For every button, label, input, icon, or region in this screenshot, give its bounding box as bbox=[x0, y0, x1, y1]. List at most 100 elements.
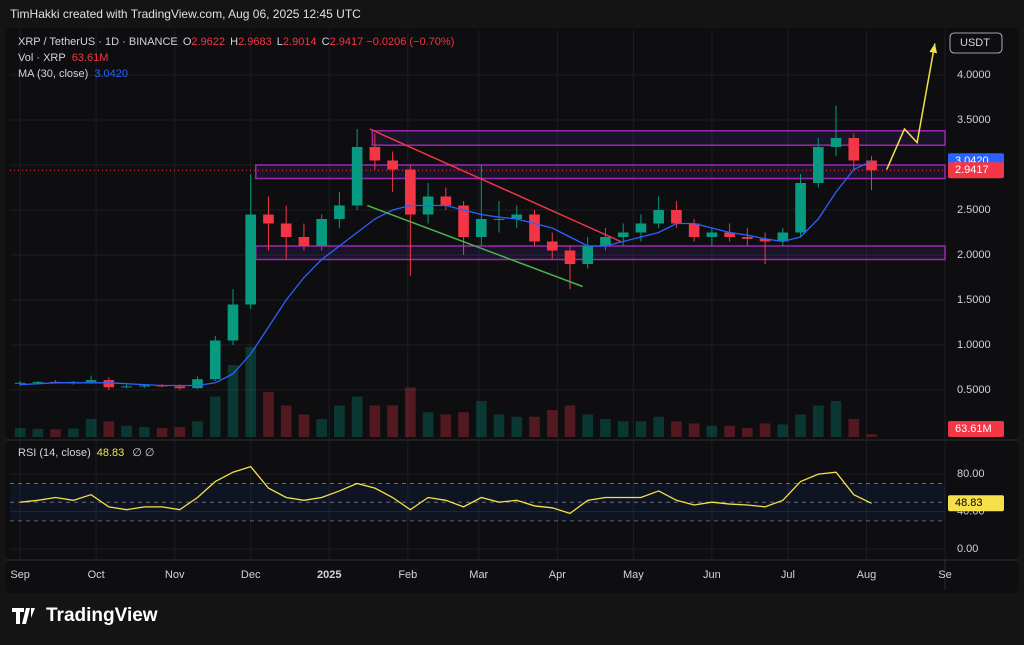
volume-bar bbox=[192, 421, 203, 437]
volume-bar bbox=[582, 414, 594, 437]
brand: TradingView bbox=[46, 605, 158, 626]
ma-line bbox=[20, 160, 872, 387]
symbol-title: XRP / TetherUS · 1D · BINANCE bbox=[18, 36, 178, 48]
candle-body bbox=[600, 237, 611, 246]
volume-bar bbox=[174, 427, 186, 437]
trendline bbox=[369, 128, 621, 243]
volume-bar bbox=[511, 416, 523, 437]
y-tick-label: 2.0000 bbox=[957, 249, 991, 261]
volume-bar bbox=[32, 428, 44, 437]
rsi-tick-label: 40.00 bbox=[957, 505, 985, 517]
zone bbox=[371, 130, 946, 146]
volume-bar bbox=[50, 429, 61, 437]
candle-body bbox=[458, 205, 469, 237]
candle-body bbox=[334, 205, 345, 219]
rsi-tick-label: 0.00 bbox=[957, 543, 978, 555]
x-tick-label: Feb bbox=[398, 569, 417, 581]
candle-body bbox=[688, 223, 700, 237]
x-tick-label: Oct bbox=[88, 569, 105, 581]
rsi-value: 48.83 bbox=[97, 447, 125, 459]
candle-body bbox=[280, 223, 292, 237]
rsi-symbols: ∅ ∅ bbox=[132, 447, 154, 459]
projection-arrow bbox=[886, 43, 936, 170]
volume-bar bbox=[529, 416, 540, 437]
candle-body bbox=[103, 380, 115, 388]
volume-bar bbox=[866, 434, 877, 437]
volume-bar bbox=[635, 421, 647, 437]
x-tick-label: 2025 bbox=[317, 569, 341, 581]
volume-bar bbox=[422, 412, 434, 437]
candle-body bbox=[653, 210, 664, 224]
y-tick-label: 1.0000 bbox=[957, 339, 991, 351]
volume-value: 63.61M bbox=[72, 52, 109, 64]
volume-bar bbox=[600, 419, 611, 437]
candle-body bbox=[635, 223, 647, 233]
y-tick-label: 2.5000 bbox=[957, 204, 991, 216]
candle-body bbox=[369, 147, 381, 161]
ohlc-value: 2.9417 bbox=[330, 36, 364, 48]
ohlc-letter: O bbox=[183, 36, 192, 48]
volume-bar bbox=[280, 405, 292, 437]
ohlc-value: 2.9014 bbox=[283, 36, 317, 48]
volume-bar bbox=[546, 410, 558, 437]
candle-body bbox=[227, 304, 239, 341]
volume-bar bbox=[316, 419, 327, 437]
volume-bar bbox=[493, 414, 505, 437]
price-badge bbox=[948, 421, 1004, 437]
volume-bar bbox=[706, 425, 718, 437]
rsi-tick-label: 80.00 bbox=[957, 468, 985, 480]
candle-body bbox=[387, 160, 398, 170]
volume-bar bbox=[334, 405, 345, 437]
ohlc-value: 2.9683 bbox=[238, 36, 272, 48]
volume-bar bbox=[14, 428, 26, 437]
candle-body bbox=[245, 214, 257, 305]
x-tick-label: Apr bbox=[549, 569, 566, 581]
candle-body bbox=[475, 219, 487, 237]
price-badge-label: 2.9417 bbox=[955, 164, 989, 176]
x-tick-label: Aug bbox=[857, 569, 877, 581]
candle-body bbox=[14, 382, 26, 384]
volume-bar bbox=[138, 427, 150, 437]
change: −0.0206 (−0.70%) bbox=[366, 36, 454, 48]
candle-body bbox=[351, 147, 363, 206]
x-tick-label: Se bbox=[938, 569, 951, 581]
volume-bar bbox=[759, 423, 771, 437]
x-tick-label: Mar bbox=[469, 569, 488, 581]
x-tick-label: Sep bbox=[10, 569, 30, 581]
y-tick-label: 0.5000 bbox=[957, 384, 991, 396]
price-badge-label: 63.61M bbox=[955, 423, 992, 435]
volume-bar bbox=[351, 396, 363, 437]
credit: TimHakki created with TradingView.com, A… bbox=[10, 7, 361, 21]
legend-row: MA (30, close) 3.0420 bbox=[18, 68, 128, 80]
arrow-head bbox=[929, 43, 938, 54]
legend-row: RSI (14, close) 48.83 ∅ ∅ bbox=[18, 447, 155, 459]
candle-body bbox=[848, 138, 860, 161]
candle-body bbox=[795, 183, 806, 233]
ma-title: MA (30, close) bbox=[18, 68, 88, 80]
volume-bar bbox=[742, 428, 753, 437]
volume-bar bbox=[671, 421, 682, 437]
volume-bar bbox=[369, 405, 381, 437]
y-tick-label: 1.5000 bbox=[957, 294, 991, 306]
volume-bar bbox=[245, 347, 257, 437]
volume-bar bbox=[68, 428, 79, 437]
candle-body bbox=[866, 160, 877, 171]
candle-body bbox=[759, 238, 771, 242]
ohlc-letter: L bbox=[277, 36, 283, 48]
candle-body bbox=[617, 232, 629, 237]
candle-body bbox=[493, 219, 505, 220]
candle-body bbox=[724, 232, 735, 237]
candle-body bbox=[830, 138, 842, 147]
volume-bar bbox=[458, 412, 469, 437]
x-tick-label: Jul bbox=[781, 569, 795, 581]
candle-body bbox=[32, 381, 44, 383]
candle-body bbox=[209, 340, 221, 380]
candle-body bbox=[121, 386, 132, 388]
volume-bar bbox=[156, 428, 168, 437]
chart-panel bbox=[6, 28, 1018, 593]
ohlc-letter: H bbox=[230, 36, 238, 48]
volume-bar bbox=[830, 401, 842, 437]
x-tick-label: Dec bbox=[241, 569, 261, 581]
